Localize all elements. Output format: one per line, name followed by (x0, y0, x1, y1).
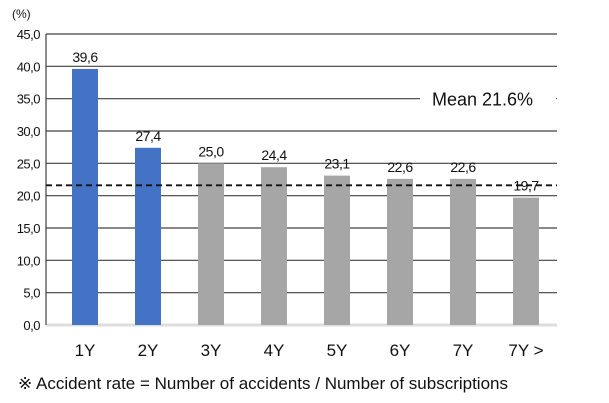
bar (72, 68, 98, 326)
y-tick-label: 30,0 (17, 124, 41, 139)
category-label: 7Y (453, 341, 474, 360)
data-label: 22,6 (387, 159, 413, 175)
data-label: 22,6 (450, 159, 476, 175)
bar (198, 163, 224, 325)
category-label: 7Y > (508, 341, 543, 360)
y-tick-label: 40,0 (17, 59, 41, 74)
category-label: 4Y (264, 341, 285, 360)
bars (72, 68, 539, 326)
y-tick-label: 45,0 (17, 27, 41, 42)
bar (513, 197, 539, 325)
data-label: 25,0 (198, 143, 224, 159)
category-label: 5Y (327, 341, 348, 360)
y-tick-label: 10,0 (17, 253, 41, 268)
y-tick-label: 0,0 (23, 318, 40, 333)
data-label: 24,4 (261, 147, 287, 163)
category-label: 6Y (390, 341, 411, 360)
bar (387, 178, 413, 325)
bar (135, 147, 161, 325)
mean-label: Mean 21.6% (432, 90, 533, 110)
bar (450, 178, 476, 325)
y-tick-label: 5,0 (23, 286, 40, 301)
mean-label-bg (420, 84, 556, 113)
y-tick-label: 20,0 (17, 189, 41, 204)
y-tick-label: 15,0 (17, 221, 41, 236)
gridlines (45, 33, 557, 327)
bar (261, 167, 287, 325)
category-labels: 1Y 2Y 3Y 4Y 5Y 6Y 7Y 7Y > (75, 341, 544, 360)
y-tick-label: 35,0 (17, 92, 41, 107)
bar (324, 175, 350, 325)
mean-line-group: Mean 21.6% (46, 84, 557, 187)
y-unit-label: (%) (12, 7, 31, 21)
data-label: 39,6 (72, 49, 98, 65)
category-label: 3Y (201, 341, 222, 360)
y-tick-label: 25,0 (17, 156, 41, 171)
footnote: ※ Accident rate = Number of accidents / … (18, 374, 508, 393)
category-label: 2Y (138, 341, 159, 360)
data-label: 23,1 (324, 156, 350, 172)
y-axis-ticks: 0,0 5,0 10,0 15,0 20,0 25,0 30,0 35,0 40,0 45,0 (17, 27, 41, 333)
category-label: 1Y (75, 341, 96, 360)
data-label: 27,4 (135, 128, 161, 144)
